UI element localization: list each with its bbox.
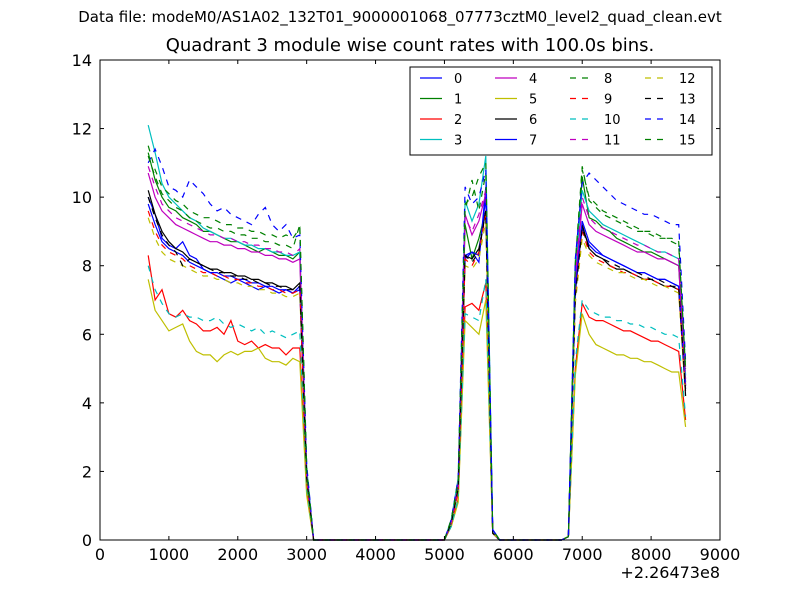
x-tick-label: 4000 bbox=[355, 545, 396, 564]
series-line-0 bbox=[147, 186, 687, 541]
legend-label-5: 5 bbox=[529, 93, 537, 108]
legend-label-12: 12 bbox=[679, 72, 696, 87]
x-tick-label: 0 bbox=[95, 545, 105, 564]
series-line-15 bbox=[147, 155, 687, 541]
chart-title: Quadrant 3 module wise count rates with … bbox=[165, 35, 655, 56]
legend-box bbox=[409, 66, 713, 156]
x-tick-label: 2000 bbox=[217, 545, 258, 564]
series-line-7 bbox=[147, 197, 687, 541]
x-tick-label: 3000 bbox=[286, 545, 327, 564]
plot-frame bbox=[99, 59, 721, 541]
legend-label-0: 0 bbox=[454, 72, 462, 87]
series-layer bbox=[147, 124, 687, 541]
x-tick-label: 8000 bbox=[631, 545, 672, 564]
legend-label-11: 11 bbox=[604, 134, 621, 149]
y-tick-label: 0 bbox=[82, 531, 92, 550]
x-tick-label: 6000 bbox=[493, 545, 534, 564]
series-line-13 bbox=[147, 196, 687, 541]
series-line-4 bbox=[147, 172, 687, 541]
series-line-8 bbox=[147, 145, 687, 541]
series-line-3 bbox=[147, 124, 687, 541]
y-tick-label: 14 bbox=[72, 51, 92, 70]
series-line-1 bbox=[147, 152, 687, 541]
legend-label-6: 6 bbox=[529, 113, 537, 128]
x-tick-label: 1000 bbox=[149, 545, 190, 564]
legend-label-2: 2 bbox=[454, 113, 462, 128]
y-tick-label: 6 bbox=[82, 325, 92, 344]
legend-label-1: 1 bbox=[454, 93, 462, 108]
y-tick-label: 4 bbox=[82, 394, 92, 413]
x-tick-label: 9000 bbox=[700, 545, 741, 564]
legend-label-8: 8 bbox=[604, 72, 612, 87]
y-tick-label: 2 bbox=[82, 462, 92, 481]
axis-ticks: 0 1000 2000 3000 4000 5000 6000 7000 8000 9000 0 2 4… bbox=[72, 51, 741, 564]
series-line-6 bbox=[147, 190, 687, 541]
y-tick-label: 12 bbox=[72, 120, 92, 139]
y-tick-label: 8 bbox=[82, 257, 92, 276]
x-tick-label: 5000 bbox=[424, 545, 465, 564]
x-tick-label: 7000 bbox=[562, 545, 603, 564]
series-line-5 bbox=[147, 279, 687, 541]
series-line-14 bbox=[147, 147, 687, 541]
legend-label-13: 13 bbox=[679, 93, 696, 108]
legend-label-7: 7 bbox=[529, 134, 537, 149]
legend-label-10: 10 bbox=[604, 113, 621, 128]
legend-label-15: 15 bbox=[679, 134, 696, 149]
series-line-10 bbox=[147, 265, 687, 541]
y-tick-label: 10 bbox=[72, 188, 92, 207]
series-line-12 bbox=[147, 217, 687, 541]
legend-label-9: 9 bbox=[604, 93, 612, 108]
series-line-11 bbox=[147, 166, 687, 541]
x-axis-offset-label: +2.26473e8 bbox=[620, 563, 720, 582]
data-file-supertitle: Data file: modeM0/AS1A02_132T01_90000010… bbox=[78, 8, 722, 26]
legend-label-4: 4 bbox=[529, 72, 537, 87]
legend-label-3: 3 bbox=[454, 134, 462, 149]
legend-label-14: 14 bbox=[679, 113, 696, 128]
series-line-2 bbox=[147, 255, 687, 541]
